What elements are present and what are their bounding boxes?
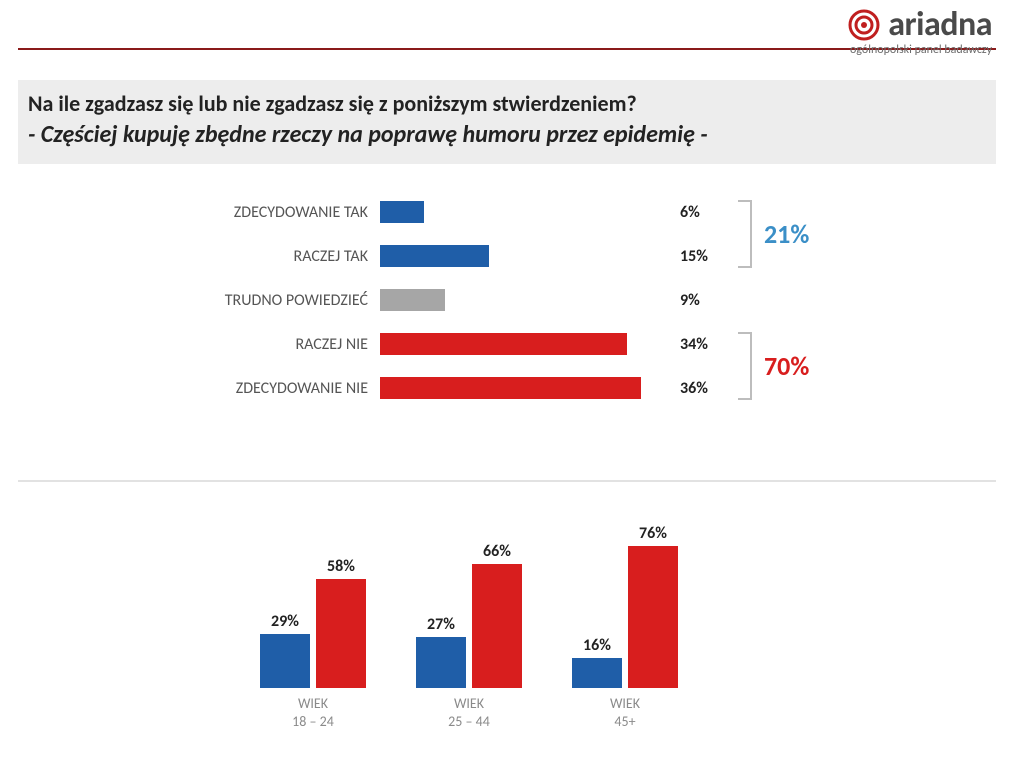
hbar-label: TRUDNO POWIEDZIEĆ: [150, 291, 380, 310]
hbar-fill: [380, 245, 489, 267]
column-value: 58%: [316, 557, 366, 576]
age-group: 29%58%: [250, 579, 376, 688]
hbar-value: 34%: [670, 335, 708, 354]
hbar-label: RACZEJ TAK: [150, 247, 380, 266]
column-value: 29%: [260, 612, 310, 631]
response-bar-chart: ZDECYDOWANIE TAK 6% RACZEJ TAK 15% TRUDNO PO…: [150, 190, 850, 410]
hbar-fill: [380, 377, 641, 399]
hbar-row: TRUDNO POWIEDZIEĆ 9%: [150, 278, 850, 322]
column-value: 27%: [416, 615, 466, 634]
column-no: 76%: [628, 546, 678, 689]
logo-icon: [846, 7, 882, 43]
age-group: 16%76%: [562, 546, 688, 689]
column-yes: 16%: [572, 658, 622, 688]
logo-subtitle: ogólnopolski panel badawczy: [846, 43, 992, 57]
divider-rule: [18, 480, 996, 482]
question-line2: - Częściej kupuję zbędne rzeczy na popra…: [28, 120, 986, 150]
column-no: 66%: [472, 564, 522, 688]
column-value: 16%: [572, 636, 622, 655]
hbar-value: 15%: [670, 247, 708, 266]
summary-bracket: [738, 200, 752, 268]
summary-bracket: [738, 332, 752, 400]
age-group: 27%66%: [406, 564, 532, 688]
age-category-label: WIEK25 – 44: [406, 695, 532, 730]
hbar-value: 6%: [670, 203, 700, 222]
column-yes: 27%: [416, 637, 466, 688]
column-yes: 29%: [260, 634, 310, 688]
age-category-label: WIEK18 – 24: [250, 695, 376, 730]
hbar-label: ZDECYDOWANIE TAK: [150, 203, 380, 222]
question-panel: Na ile zgadzasz się lub nie zgadzasz się…: [18, 80, 996, 164]
summary-value: 70%: [764, 350, 809, 382]
summary-value: 21%: [764, 218, 809, 250]
question-line1: Na ile zgadzasz się lub nie zgadzasz się…: [28, 90, 986, 118]
age-column-chart: 29%58%WIEK18 – 2427%66%WIEK25 – 4416%76%…: [250, 500, 770, 730]
hbar-fill: [380, 333, 627, 355]
column-no: 58%: [316, 579, 366, 688]
column-value: 76%: [628, 524, 678, 543]
column-value: 66%: [472, 542, 522, 561]
hbar-fill: [380, 289, 445, 311]
hbar-value: 9%: [670, 291, 700, 310]
hbar-fill: [380, 201, 424, 223]
logo-text: ariadna: [888, 4, 992, 45]
hbar-label: RACZEJ NIE: [150, 335, 380, 354]
age-category-label: WIEK45+: [562, 695, 688, 730]
hbar-value: 36%: [670, 379, 708, 398]
brand-logo: ariadna ogólnopolski panel badawczy: [846, 4, 992, 57]
hbar-label: ZDECYDOWANIE NIE: [150, 379, 380, 398]
